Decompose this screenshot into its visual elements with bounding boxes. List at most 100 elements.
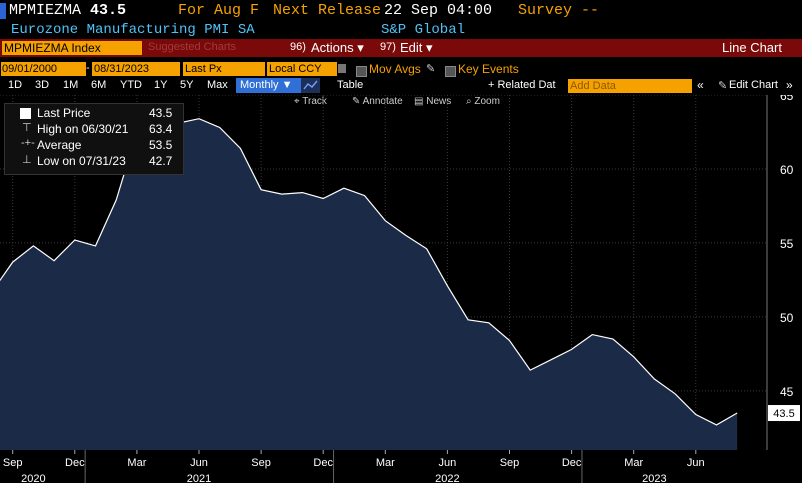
next-release-label: Next Release [273,2,382,19]
period-3d[interactable]: 3D [35,79,50,91]
y-tick-labels: 45 50 55 60 65 [780,95,794,399]
controls-bar: 09/01/2000 - 08/31/2023 Last Px Local CC… [0,61,802,78]
currency-select[interactable]: Local CCY [267,62,337,76]
y-tick-label-2: 55 [780,237,794,251]
average-icon: -+- [21,137,35,149]
news-label: News [426,96,452,107]
y-tick-label-4: 65 [780,95,794,103]
period-bar: 1D 3D 1M 6M YTD 1Y 5Y Max Monthly ▼ Tabl… [0,78,802,94]
annotate-tool[interactable]: ✎ Annotate [352,96,403,107]
source: S&P Global [381,22,466,38]
legend-low-label: Low on 07/31/23 [37,154,126,168]
series-line [0,118,738,426]
chart-tools: ⌖ Track ✎ Annotate ▤ News ⌕ Zoom [0,95,760,109]
news-tool[interactable]: ▤ News [414,96,451,107]
pencil-icon[interactable]: ✎ [426,63,436,75]
x-tick-label-11: Jun [687,457,705,469]
legend-high-label: High on 06/30/21 [37,122,129,136]
low-icon: ⊥ [22,154,32,166]
x-tick-label-5: Dec [313,457,333,469]
period-ytd[interactable]: YTD [120,79,142,91]
related-data-button[interactable]: + Related Dat [488,79,556,91]
currency-dropdown-icon[interactable] [338,64,346,73]
x-tick-label-2: Mar [127,457,146,469]
last-value-tag-label: 43.5 [773,408,794,420]
actions-menu[interactable]: Actions ▾ [311,40,364,55]
add-data-input[interactable]: Add Data [568,79,692,93]
suggested-charts-button[interactable]: Suggested Charts [148,41,237,53]
legend-average-label: Average [37,138,82,152]
period-1d[interactable]: 1D [8,79,23,91]
calendar-icon[interactable] [170,62,180,76]
zoom-label: Zoom [474,96,500,107]
legend-last-price-value: 43.5 [149,106,173,120]
zoom-icon: ⌕ [466,96,472,107]
year-label-2023: 2023 [642,473,666,483]
y-tick-label-3: 60 [780,163,794,177]
mov-avgs-label[interactable]: Mov Avgs [369,62,421,76]
edit-menu[interactable]: Edit ▾ [400,40,433,55]
high-icon: ⊤ [22,122,32,134]
legend-low-value: 42.7 [149,154,173,168]
year-label-2022: 2022 [435,473,459,483]
mov-avgs-checkbox[interactable] [356,63,367,81]
x-tick-label-6: Mar [376,457,395,469]
year-label-2021: 2021 [187,473,211,483]
ticker-marker [0,3,6,19]
next-release-value: 22 Sep 04:00 [384,2,493,19]
edit-chart-icon: ✎ [718,80,728,92]
x-tick-label-4: Sep [251,457,271,469]
legend-high-value: 63.4 [149,122,173,136]
collapse-icon[interactable]: « [697,78,704,92]
frequency-select[interactable]: Monthly ▼ [236,78,301,93]
line-chart-icon[interactable] [301,78,320,93]
period-max[interactable]: Max [207,79,228,91]
last-value-tag-box [768,405,800,422]
x-tick-label-0: Sep [3,457,23,469]
annotate-icon: ✎ [352,96,361,107]
last-price-swatch [20,108,31,119]
x-tick-label-7: Jun [439,457,457,469]
news-icon: ▤ [414,96,424,107]
date-separator: - [86,62,90,74]
y-tick-label-1: 50 [780,311,794,325]
field-select[interactable]: Last Px [183,62,265,76]
edit-chart-button[interactable]: Edit Chart [729,79,778,91]
start-date-input[interactable]: 09/01/2000 [1,62,86,76]
period-5y[interactable]: 5Y [180,79,194,91]
survey: Survey -- [518,2,600,19]
toolbar: MPMIEZMA Index Suggested Charts 96) Acti… [0,39,802,57]
y-tick-label-0: 45 [780,385,794,399]
end-date-input[interactable]: 08/31/2023 [92,62,170,76]
track-icon: ⌖ [294,96,300,107]
last-value-tag: 43.5 [768,405,800,422]
x-tick-label-3: Jun [190,457,208,469]
key-events-checkbox[interactable] [445,63,456,81]
chart-type[interactable]: Line Chart [722,40,782,55]
legend-average-value: 53.5 [149,138,173,152]
key-events-label[interactable]: Key Events [458,62,519,76]
track-tool[interactable]: ⌖ Track [294,96,327,107]
security-field[interactable]: MPMIEZMA Index [2,41,142,55]
table-button[interactable]: Table [337,79,364,91]
header-sub: Eurozone Manufacturing PMI SA S&P Global [0,22,802,38]
description: Eurozone Manufacturing PMI SA [11,22,255,38]
chart-area[interactable]: 45 50 55 60 65 Sep Dec Mar Jun Sep Dec Mar Jun Sep De… [0,95,802,483]
legend: Last Price 43.5 ⊤ High on 06/30/21 63.4 … [4,103,184,175]
period-1y[interactable]: 1Y [154,79,168,91]
x-tick-label-1: Dec [65,457,85,469]
expand-icon[interactable]: » [786,78,793,92]
zoom-tool[interactable]: ⌕ Zoom [466,96,500,107]
period-1m[interactable]: 1M [63,79,79,91]
series-area [0,118,738,450]
annotate-label: Annotate [362,96,403,107]
legend-last-price-label: Last Price [37,106,91,120]
last-value: 43.5 [90,2,127,19]
period-6m[interactable]: 6M [91,79,107,91]
x-tick-label-8: Sep [500,457,520,469]
actions-number: 96) [290,41,306,53]
x-tick-label-10: Mar [624,457,643,469]
for-period: For Aug F [178,2,260,19]
ticker: MPMIEZMA [9,2,82,19]
edit-number: 97) [380,41,396,53]
